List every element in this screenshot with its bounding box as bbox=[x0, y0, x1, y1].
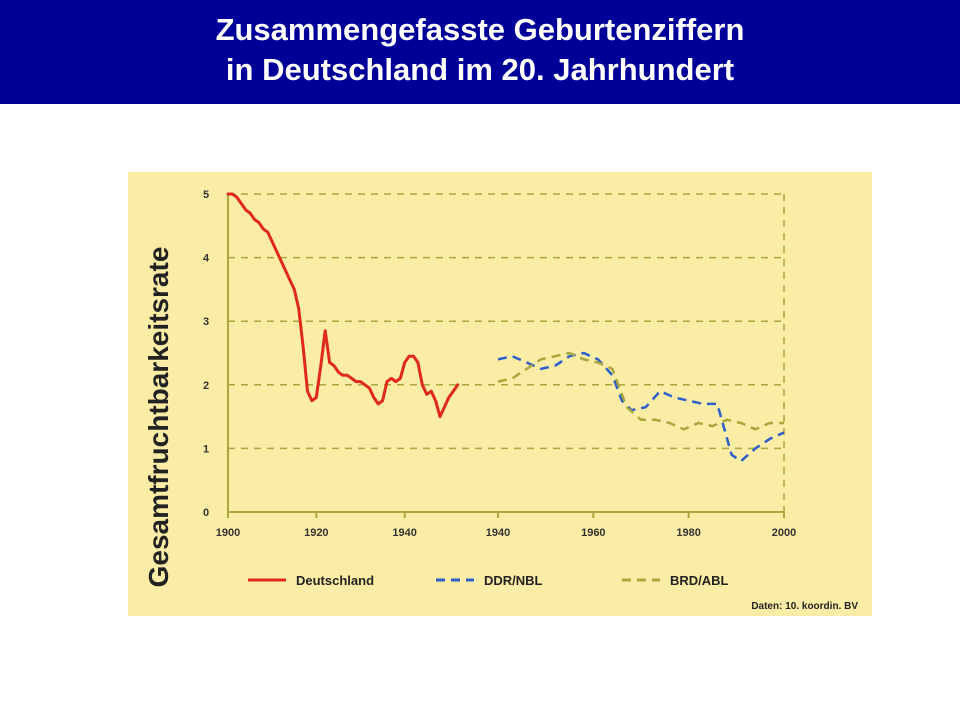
y-tick-label: 2 bbox=[203, 380, 209, 392]
axis-layer: 0 1 2 3 4 5 1900 1920 1940 1940 1960 1980 2000 bbox=[203, 189, 796, 539]
series-line-deutschland bbox=[226, 192, 460, 419]
y-tick-label: 1 bbox=[203, 443, 209, 455]
series-line-brd-abl bbox=[497, 351, 784, 431]
x-tick-label: 1980 bbox=[676, 527, 700, 539]
slide-title-bar: Zusammengefasste Geburtenziffern in Deut… bbox=[0, 0, 960, 104]
grid-layer bbox=[228, 193, 785, 512]
x-tick-label: 1940 bbox=[392, 527, 416, 539]
x-tick-label: 1960 bbox=[581, 527, 605, 539]
fertility-line-chart: 0 1 2 3 4 5 1900 1920 1940 1940 1960 1980 2000 Deuts… bbox=[143, 189, 858, 612]
source-note: Daten: 10. koordin. BV bbox=[751, 601, 858, 612]
legend-label: DDR/NBL bbox=[484, 573, 543, 588]
y-tick-label: 3 bbox=[203, 316, 209, 328]
legend-label: Deutschland bbox=[296, 573, 374, 588]
x-tick-label: 1900 bbox=[216, 527, 240, 539]
y-tick-label: 4 bbox=[203, 253, 210, 265]
x-tick-label: 1920 bbox=[304, 527, 328, 539]
y-tick-label: 5 bbox=[203, 189, 209, 201]
series-line-ddr-nbl bbox=[497, 351, 785, 463]
chart-panel: 0 1 2 3 4 5 1900 1920 1940 1940 1960 1980 2000 Deuts… bbox=[128, 172, 872, 616]
y-axis-label: Gesamtfruchtbarkeitsrate bbox=[143, 247, 174, 588]
legend-layer: Deutschland DDR/NBL BRD/ABL bbox=[248, 573, 729, 588]
y-tick-label: 0 bbox=[203, 507, 209, 519]
slide-title-line-2: in Deutschland im 20. Jahrhundert bbox=[225, 52, 735, 87]
series-layer bbox=[226, 192, 785, 463]
x-tick-label: 1940 bbox=[486, 527, 510, 539]
legend-label: BRD/ABL bbox=[670, 573, 729, 588]
slide-title-line-1: Zusammengefasste Geburtenziffern bbox=[215, 12, 745, 47]
x-tick-label: 2000 bbox=[772, 527, 796, 539]
